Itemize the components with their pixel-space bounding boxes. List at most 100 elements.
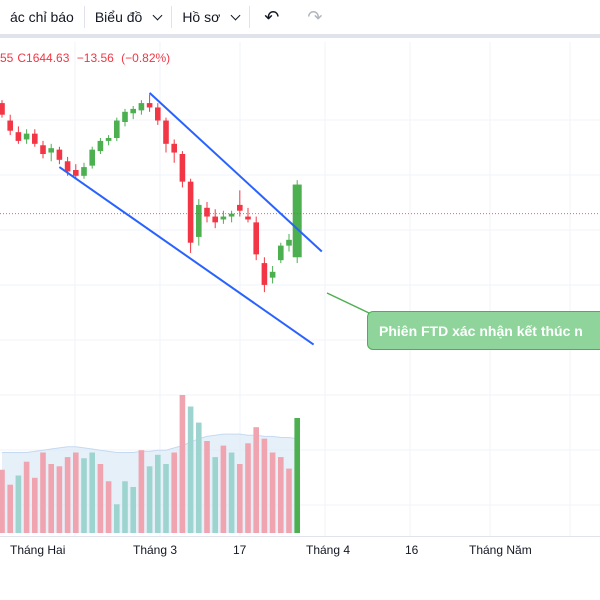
candle <box>220 210 227 224</box>
volume-bar <box>122 481 128 533</box>
candle-body <box>179 154 186 182</box>
candle <box>32 129 38 147</box>
candle-body <box>171 143 177 153</box>
chart-overlays <box>0 92 600 346</box>
volume-bar <box>155 454 161 533</box>
candle <box>179 151 186 188</box>
candle <box>114 117 120 141</box>
candle <box>269 266 276 284</box>
volume-bar <box>204 441 210 533</box>
top-toolbar: ác chỉ báo Biểu đồ Hồ sơ ↶ ↷ <box>0 0 600 38</box>
ftd-annotation[interactable]: Phiên FTD xác nhận kết thúc n <box>367 311 600 350</box>
candle-body <box>97 140 104 152</box>
volume-bar <box>32 477 38 533</box>
candle <box>89 146 95 169</box>
volume-bar <box>212 457 218 533</box>
volume-bar <box>269 452 276 533</box>
trendline <box>148 92 323 253</box>
volume-ma-line <box>2 433 298 453</box>
chevron-down-icon <box>230 10 241 20</box>
volume-bar <box>261 438 268 533</box>
toolbar-divider <box>83 6 85 28</box>
candle-body <box>0 103 5 115</box>
candle <box>105 135 112 146</box>
candle-body <box>114 120 120 138</box>
volume-bar <box>294 418 300 533</box>
candle <box>212 209 218 229</box>
candle-body <box>163 120 169 144</box>
volume-bar <box>105 481 112 533</box>
candle <box>253 216 259 261</box>
volume-bars <box>0 395 300 533</box>
candle <box>0 100 5 118</box>
candle-body <box>89 149 95 166</box>
indicators-label: ác chỉ báo <box>10 9 74 25</box>
volume-bar <box>146 466 153 533</box>
candle-body <box>245 216 251 220</box>
candle-body <box>64 161 71 172</box>
candle <box>81 162 87 179</box>
candle-body <box>261 263 268 285</box>
candle-body <box>23 133 30 140</box>
ohlc-close-label: C <box>17 51 27 65</box>
toolbar-divider <box>171 6 173 28</box>
candle-body <box>130 108 136 114</box>
chart-type-button[interactable]: Biểu đồ <box>85 0 171 36</box>
candle-body <box>73 170 79 176</box>
candle-body <box>48 148 54 153</box>
ohlc-change: −13.56 <box>76 51 114 65</box>
profile-label: Hồ sơ <box>182 9 221 25</box>
candle <box>40 140 46 159</box>
time-axis-label: Tháng 3 <box>133 543 178 557</box>
candle-body <box>56 149 63 160</box>
candle-body <box>32 133 38 144</box>
candle-body <box>292 184 302 258</box>
candle-body <box>155 107 161 121</box>
candle-body <box>196 204 202 237</box>
candlesticks <box>0 94 302 293</box>
ohlc-close-value: 1644.63 <box>26 51 70 65</box>
time-axis-label: 16 <box>405 543 419 557</box>
trendline <box>58 166 315 346</box>
candle <box>23 129 30 144</box>
candle <box>138 100 145 115</box>
candle-body <box>15 132 22 141</box>
ohlc-change-pct: (−0.82%) <box>121 51 171 65</box>
candle <box>278 242 284 264</box>
volume-bar <box>196 422 202 533</box>
candle <box>155 103 161 125</box>
volume-bar <box>179 395 186 533</box>
indicators-button[interactable]: ác chỉ báo <box>0 0 84 36</box>
volume-bar <box>130 487 136 533</box>
candle <box>7 114 13 136</box>
candle-body <box>7 120 13 131</box>
volume-bar <box>245 443 251 533</box>
time-axis[interactable]: Tháng Hai Tháng 3 17 Tháng 4 16 Tháng Nă… <box>0 536 600 562</box>
candle-body <box>237 204 243 211</box>
volume-bar <box>64 457 71 533</box>
chart-type-label: Biểu đồ <box>94 9 143 25</box>
candle <box>130 106 136 120</box>
profile-button[interactable]: Hồ sơ <box>172 0 249 36</box>
volume-bar <box>253 427 259 533</box>
candle <box>237 190 243 217</box>
volume-bar <box>237 464 243 533</box>
candle-body <box>269 271 276 278</box>
volume-bar <box>278 457 284 533</box>
candle-body <box>187 181 194 243</box>
price-chart[interactable] <box>0 42 600 536</box>
candle <box>56 146 63 165</box>
candle-body <box>146 103 153 108</box>
volume-bar <box>23 461 30 533</box>
volume-bar <box>89 452 95 533</box>
redo-icon[interactable]: ↷ <box>307 6 323 28</box>
undo-icon[interactable]: ↶ <box>264 6 280 28</box>
volume-bar <box>163 464 169 533</box>
candle <box>187 178 194 253</box>
candle <box>245 207 251 223</box>
volume-bar <box>40 452 46 533</box>
candle <box>204 202 210 223</box>
candle-body <box>220 216 227 220</box>
volume-bar <box>97 464 104 533</box>
ohlc-prev-fragment: 55 <box>0 51 14 65</box>
